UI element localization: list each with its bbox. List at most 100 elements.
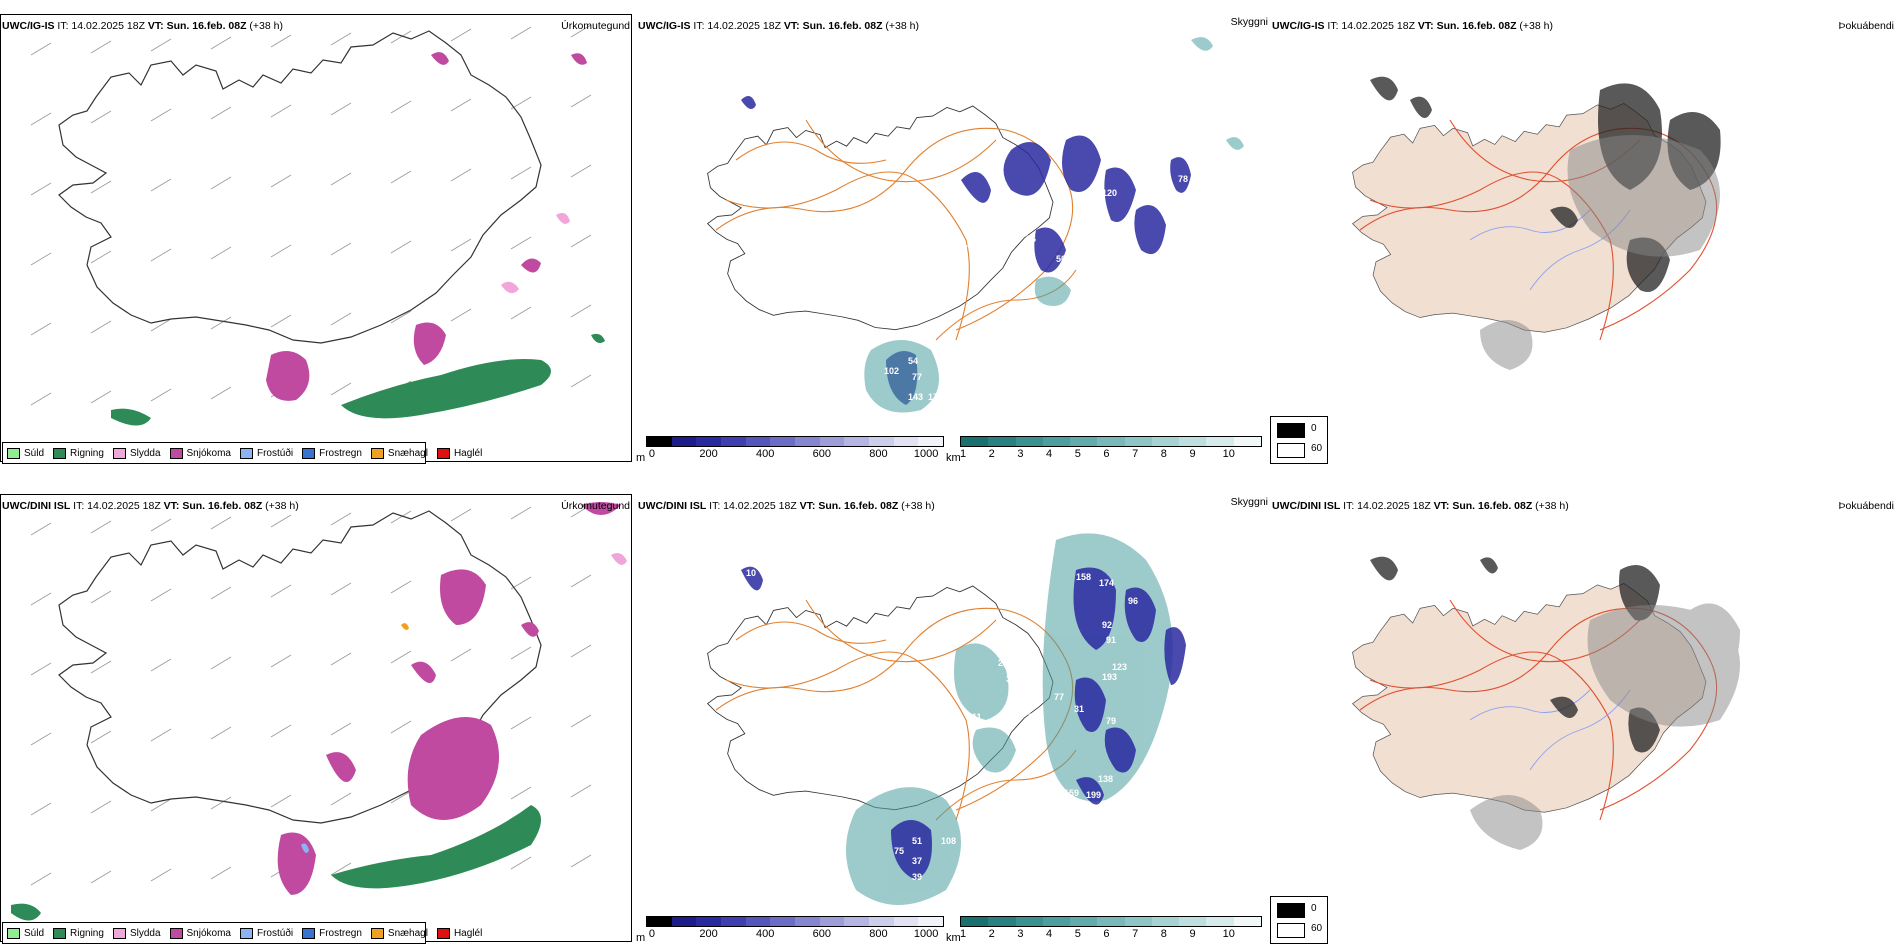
visibility-colorbar: 1 2 3 4 5 6 7 8 9 10: [960, 916, 1262, 944]
cloud-label: 31: [1068, 298, 1078, 308]
tick-label: 1: [959, 928, 967, 940]
fog-swatch-white: [1277, 443, 1305, 458]
cloud-label: 87: [1056, 208, 1066, 218]
legend-item: Frostregn: [302, 927, 362, 939]
cloud-label: 96: [1026, 234, 1036, 244]
cloud-label: 108: [941, 836, 956, 846]
tick-label: 200: [699, 928, 718, 940]
forecast-row-igis: UWC/IG-IS IT: 14.02.2025 18Z VT: Sun. 16…: [0, 0, 1900, 470]
tick-label: 2: [988, 448, 995, 460]
tick-label: 400: [756, 448, 775, 460]
field-title: Úrkomutegund: [561, 20, 630, 32]
legend-item: Frostúði: [239, 927, 293, 939]
tick-label: 8: [1160, 928, 1167, 940]
cloud-label: 137: [1066, 808, 1081, 818]
legend-item: Frostúði: [239, 447, 293, 459]
cloud-label: 175: [878, 730, 893, 740]
field-title: Skyggni: [1230, 16, 1268, 28]
cloud-panel: 117 21 70 13 87 01 120 78 96 89 68 37 42…: [636, 0, 1268, 470]
tick-label: 5: [1074, 448, 1081, 460]
cloud-label: 102: [884, 366, 899, 376]
cloud-label: 199: [1086, 790, 1101, 800]
cloud-label: 01: [1076, 192, 1086, 202]
cloud-label: 54: [908, 356, 918, 366]
tick-label: 3: [1017, 928, 1024, 940]
fog-swatch-black: [1277, 423, 1305, 438]
precip-type-panel: UWC/IG-IS IT: 14.02.2025 18Z VT: Sun. 16…: [0, 0, 634, 470]
cloudbase-scale: [646, 436, 944, 447]
legend-item: Súld: [7, 447, 44, 459]
cloud-label: 168: [1030, 730, 1045, 740]
tick-label: 5: [1074, 928, 1081, 940]
swatch: [302, 927, 316, 939]
swatch: [7, 927, 20, 939]
tick-label: 4: [1046, 448, 1053, 460]
field-title: Skyggni: [1230, 496, 1268, 508]
swatch: [370, 447, 384, 459]
cloud-label: 92: [1102, 620, 1112, 630]
legend-item: Rigning: [53, 927, 104, 939]
cloud-label: 70: [1146, 144, 1156, 154]
cloud-label: 79: [954, 726, 964, 736]
tick-label: 600: [812, 928, 831, 940]
panel-header: UWC/DINI ISL IT: 14.02.2025 18Z VT: Sun.…: [1272, 500, 1569, 512]
swatch: [169, 447, 183, 459]
fog-swatch-black: [1277, 903, 1305, 918]
visibility-scale: [960, 436, 1262, 447]
cloud-label: 42: [1014, 264, 1024, 274]
tick-label: 10: [1222, 928, 1235, 940]
cloud-labels: 10 11 158 174 96 92 91 203 39 193 123 77…: [746, 568, 1138, 882]
cloud-label: 77: [1054, 692, 1064, 702]
cloud-visibility-map: 117 21 70 13 87 01 120 78 96 89 68 37 42…: [706, 37, 1244, 413]
precip-type-panel: UWC/DINI ISL IT: 14.02.2025 18Z VT: Sun.…: [0, 480, 634, 950]
swatch: [112, 927, 126, 939]
tick-label: 7: [1132, 928, 1139, 940]
legend-item: Rigning: [53, 447, 104, 459]
visibility-unit: km: [946, 932, 961, 944]
tick-label: 1000: [913, 928, 939, 940]
cloud-label: 123: [1112, 662, 1127, 672]
tick-label: 2: [988, 928, 995, 940]
tick-label: 0: [648, 448, 656, 460]
fog-legend-label: 60: [1311, 923, 1323, 934]
cloud-label: 11: [972, 712, 982, 722]
cloudbase-unit: m: [636, 932, 646, 944]
cloud-label: 158: [1076, 572, 1091, 582]
swatch: [239, 927, 253, 939]
cloud-label: 120: [1102, 188, 1117, 198]
legend-item: Haglél: [436, 447, 482, 459]
cloud-visibility-map: 10 11 158 174 96 92 91 203 39 193 123 77…: [706, 533, 1186, 905]
cloud-label: 91: [1106, 635, 1116, 645]
cloud-label: 121: [1028, 712, 1043, 722]
swatch: [7, 447, 20, 459]
legend-item: Snjókoma: [169, 927, 231, 939]
cloud-label: 77: [912, 372, 922, 382]
visibility-scale: [960, 916, 1262, 927]
cloudbase-unit: m: [636, 452, 646, 464]
cloud-label: 31: [1074, 704, 1084, 714]
precip-map-frame: [0, 14, 632, 462]
cloud-label: 68: [1122, 264, 1132, 274]
fog-map: [1351, 556, 1740, 850]
visibility-ticks: 1 2 3 4 5 6 7 8 9 10: [960, 927, 1262, 941]
cloud-label: 117: [1082, 86, 1097, 96]
cloud-label: 11: [756, 596, 766, 606]
cloud-panel: 10 11 158 174 96 92 91 203 39 193 123 77…: [636, 480, 1268, 950]
tick-label: 6: [1103, 928, 1110, 940]
cloud-label: 193: [1102, 672, 1117, 682]
cloud-labels: 117 21 70 13 87 01 120 78 96 89 68 37 42…: [884, 86, 1188, 402]
fog-panel: UWC/DINI ISL IT: 14.02.2025 18Z VT: Sun.…: [1270, 480, 1900, 950]
swatch: [53, 927, 67, 939]
legend-item: Slydda: [112, 447, 161, 459]
panel-header: UWC/IG-IS IT: 14.02.2025 18Z VT: Sun. 16…: [638, 20, 919, 32]
tick-label: 0: [648, 928, 656, 940]
cloud-label: 75: [894, 846, 904, 856]
fog-legend-label: 0: [1311, 903, 1317, 914]
cloud-label: 37: [912, 856, 922, 866]
cloudbase-ticks: 0 200 400 600 800 1000: [646, 927, 944, 941]
cloud-label: 10: [746, 568, 756, 578]
precip-type-map: [11, 502, 631, 921]
cloud-label: 43: [1058, 322, 1068, 332]
cloud-label: 17: [928, 392, 938, 402]
cloud-label: 79: [1106, 716, 1116, 726]
